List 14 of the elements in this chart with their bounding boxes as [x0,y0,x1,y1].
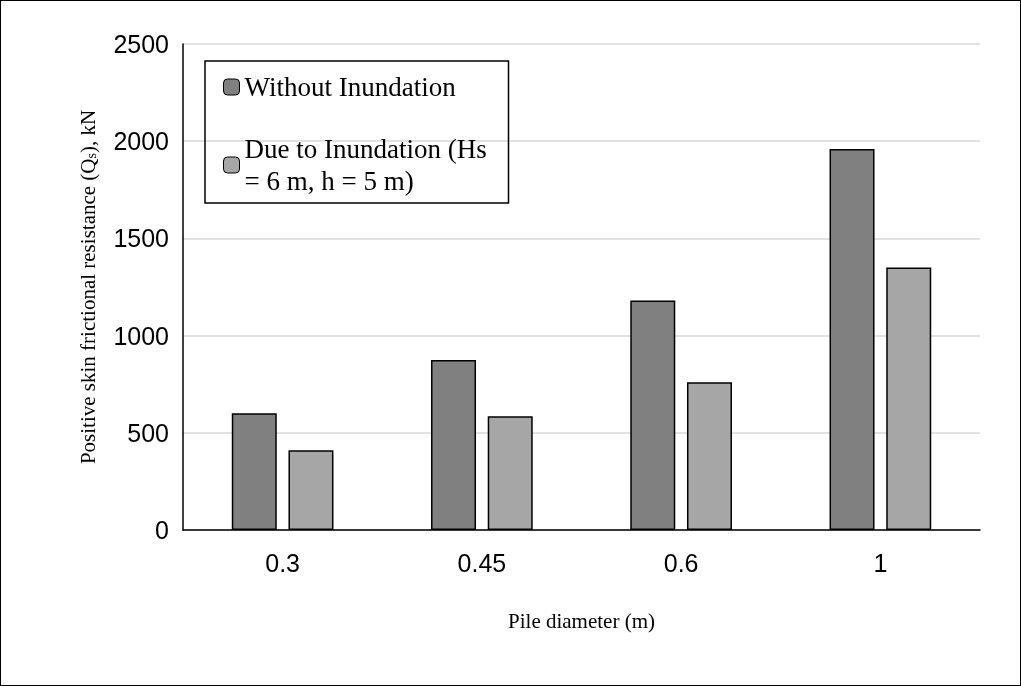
y-tick-label: 1500 [113,224,169,253]
y-tick-label: 1000 [113,321,169,350]
x-tick-label: 0.45 [457,548,507,577]
y-tick-label: 0 [155,516,169,544]
legend-label: Due to Inundation (Hs = 6 m, h = 5 m) [244,134,494,196]
legend-label: Without Inundation [244,72,457,102]
x-tick-label: 1 [873,548,888,577]
x-axis-title: Pile diameter (m) [508,608,655,633]
x-tick-label: 0.6 [663,548,699,577]
y-tick-label: 2000 [113,127,169,156]
x-tick-label: 0.3 [265,548,301,577]
y-axis-title: Positive skin frictional resistance (Qs), kN [75,109,100,465]
y-tick-label: 500 [127,418,169,447]
y-tick-label: 2500 [113,30,169,58]
